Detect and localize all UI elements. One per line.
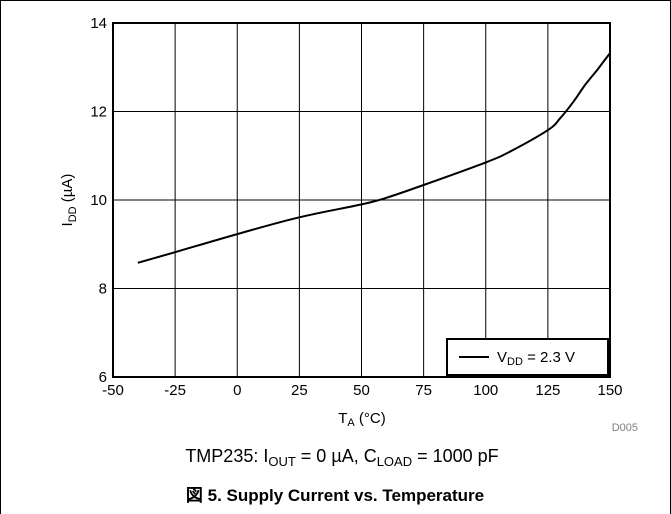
y-axis-label: IDD (µA) bbox=[59, 174, 79, 227]
plot-border bbox=[112, 22, 611, 378]
x-tick-label: 125 bbox=[535, 382, 560, 399]
y-tick-label: 6 bbox=[99, 369, 107, 386]
x-tick-label: 150 bbox=[597, 382, 622, 399]
conditions-iout-sub: OUT bbox=[268, 454, 296, 469]
x-axis-label: TA (°C) bbox=[338, 410, 386, 429]
y-axis-label-sub: DD bbox=[67, 206, 79, 222]
legend-entry-sub: DD bbox=[507, 356, 523, 368]
conditions-cload-value: = 1000 pF bbox=[412, 446, 499, 466]
test-conditions: TMP235: IOUT = 0 µA, CLOAD = 1000 pF bbox=[185, 446, 498, 469]
x-tick-label: 0 bbox=[233, 382, 241, 399]
conditions-cload-sub: LOAD bbox=[377, 454, 412, 469]
figure-title: 図 5. Supply Current vs. Temperature bbox=[186, 486, 484, 505]
x-axis-label-unit: (°C) bbox=[355, 410, 386, 427]
x-axis-label-main: T bbox=[338, 410, 347, 427]
y-tick-label: 10 bbox=[90, 192, 107, 209]
x-axis-label-sub: A bbox=[347, 417, 355, 429]
legend-entry: VDD = 2.3 V bbox=[497, 349, 575, 368]
x-tick-label: 50 bbox=[353, 382, 370, 399]
x-tick-label: 75 bbox=[415, 382, 432, 399]
x-tick-label: -50 bbox=[102, 382, 124, 399]
series-line bbox=[137, 52, 611, 264]
y-tick-label: 14 bbox=[90, 15, 107, 32]
y-axis-label-unit: (µA) bbox=[59, 174, 76, 207]
chart-id-annotation: D005 bbox=[612, 422, 638, 434]
legend-entry-rest: = 2.3 V bbox=[523, 349, 575, 366]
y-tick-label: 12 bbox=[90, 104, 107, 121]
y-tick-label: 8 bbox=[99, 281, 107, 298]
x-tick-label: 25 bbox=[291, 382, 308, 399]
plot-area: -50 -25 0 25 50 75 100 125 150 6 8 10 12 14 VDD = 2.3 … bbox=[90, 15, 622, 399]
x-tick-label: 100 bbox=[473, 382, 498, 399]
conditions-iout-value: = 0 µA, C bbox=[296, 446, 377, 466]
x-tick-label: -25 bbox=[164, 382, 186, 399]
legend-entry-main: V bbox=[497, 349, 507, 366]
conditions-prefix: TMP235: I bbox=[185, 446, 268, 466]
y-axis-label-main: I bbox=[59, 222, 76, 226]
